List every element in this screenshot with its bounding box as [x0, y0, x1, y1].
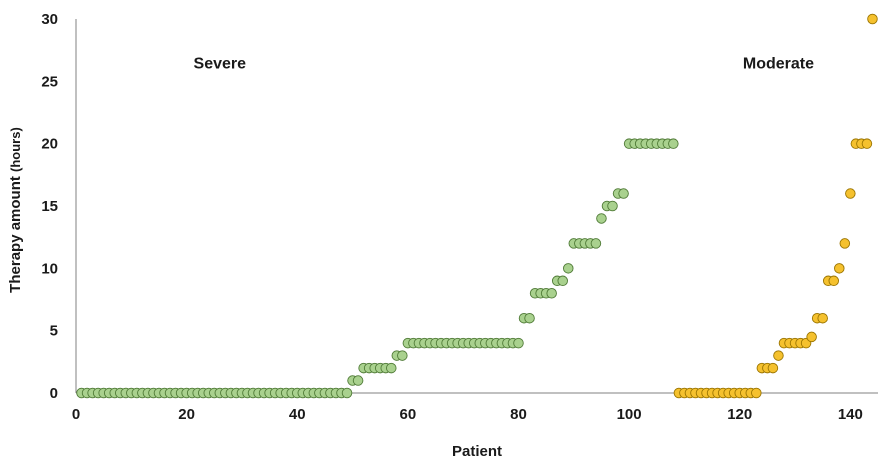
data-point-series-2 — [834, 263, 845, 274]
data-point-series-2 — [828, 275, 840, 287]
data-point-series-1 — [352, 375, 364, 386]
data-point-series-1 — [618, 188, 629, 199]
y-tick-label: 5 — [50, 323, 58, 340]
data-point-series-2 — [806, 331, 817, 343]
data-point-series-2 — [861, 138, 873, 149]
data-point-series-1 — [524, 312, 535, 324]
data-point-series-2 — [839, 238, 851, 249]
y-tick-label: 20 — [41, 136, 58, 153]
data-point-series-1 — [668, 138, 679, 149]
annotation-label: Moderate — [743, 56, 814, 73]
axes — [75, 19, 878, 394]
x-axis-title: Patient — [452, 443, 502, 460]
x-tick-label: 60 — [400, 406, 417, 423]
data-point-series-2 — [767, 362, 779, 374]
x-tick-labels: 0 20 40 60 80 100 120 140 — [72, 406, 863, 423]
data-point-series-1 — [341, 387, 353, 399]
x-tick-label: 140 — [838, 406, 863, 423]
data-point-series-1 — [607, 200, 618, 212]
x-tick-label: 40 — [289, 406, 306, 423]
data-point-series-2 — [773, 350, 784, 361]
y-tick-labels: 0 5 10 15 20 25 30 — [41, 11, 58, 402]
y-axis-title: Therapy amount (hours) — [7, 127, 24, 293]
data-point-series-2 — [751, 387, 762, 399]
y-axis-title-main: Therapy amount — [7, 176, 24, 293]
y-tick-label: 10 — [41, 260, 58, 277]
data-point-series-2 — [817, 312, 828, 324]
annotations: Severe Moderate — [194, 56, 815, 73]
data-point-series-1 — [513, 337, 524, 349]
annotation-label: Severe — [194, 56, 247, 73]
data-point-series-1 — [397, 350, 408, 361]
data-point-series-1 — [596, 213, 607, 224]
x-tick-label: 100 — [617, 406, 642, 423]
y-tick-label: 30 — [41, 11, 58, 28]
y-tick-label: 15 — [41, 198, 58, 215]
x-tick-label: 80 — [510, 406, 527, 423]
data-point-series-1 — [557, 275, 568, 287]
x-tick-label: 120 — [727, 406, 752, 423]
data-point-series-1 — [386, 362, 397, 374]
data-point-series-1 — [546, 288, 557, 299]
data-point-series-2 — [867, 13, 878, 25]
y-axis-title-unit: (hours) — [8, 127, 23, 172]
data-point-series-1 — [563, 263, 574, 274]
y-tick-label: 25 — [41, 73, 58, 90]
x-tick-label: 0 — [72, 406, 80, 423]
data-point-series-1 — [590, 238, 602, 249]
y-tick-label: 0 — [50, 385, 58, 402]
x-tick-label: 20 — [178, 406, 195, 423]
data-points — [76, 13, 878, 399]
data-point-series-2 — [845, 188, 856, 199]
